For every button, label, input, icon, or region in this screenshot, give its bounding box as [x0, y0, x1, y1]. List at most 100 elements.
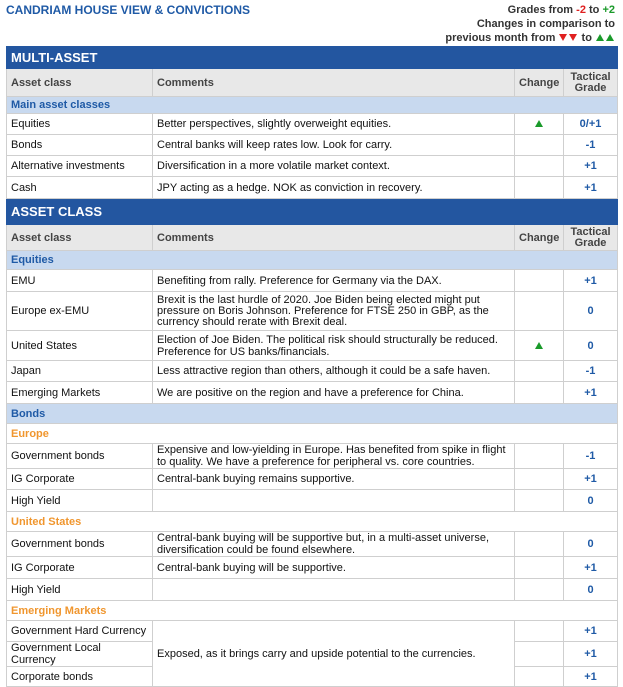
change [514, 556, 564, 579]
down-icon [559, 34, 568, 41]
grade: +1 [562, 641, 619, 667]
row: Government bonds Central-bank buying will… [6, 531, 619, 557]
row: Alternative investments Diversification i… [6, 155, 619, 177]
col: Change [514, 224, 564, 251]
col: Comments [152, 224, 515, 251]
subgroup-row: United States [5, 511, 619, 532]
group-row: Main asset classes [5, 96, 619, 114]
grade: 0 [562, 489, 619, 512]
row: United States Election of Joe Biden. The … [6, 330, 619, 361]
row: EMU Benefiting from rally. Preference for… [6, 269, 619, 292]
row: Emerging Markets We are positive on the r… [6, 381, 619, 404]
col: Asset class [6, 224, 153, 251]
subgroup-label: Emerging Markets [5, 600, 619, 621]
change [514, 468, 564, 490]
comment: Brexit is the last hurdle of 2020. Joe B… [152, 291, 515, 331]
grade: 0 [562, 531, 619, 557]
row: Government Hard Currency Exposed, as it b… [6, 620, 619, 687]
comment: Central-bank buying will be supportive b… [152, 531, 515, 557]
grade: +1 [562, 666, 619, 687]
change [514, 176, 564, 199]
grade: -1 [562, 134, 619, 156]
asset-class: Europe ex-EMU [6, 291, 153, 331]
change [514, 443, 564, 469]
comment: Benefiting from rally. Preference for Ge… [152, 269, 515, 292]
asset-class: High Yield [6, 489, 153, 512]
row: IG Corporate Central-bank buying remains … [6, 468, 619, 490]
row: Cash JPY acting as a hedge. NOK as convic… [6, 176, 619, 199]
comment: Election of Joe Biden. The political ris… [152, 330, 515, 361]
grade: +1 [562, 155, 619, 177]
change [514, 134, 564, 156]
col: Tactical Grade [562, 68, 619, 97]
up-icon [606, 34, 614, 41]
grade: -1 [562, 360, 619, 382]
group-label: Equities [5, 250, 619, 270]
col: Comments [152, 68, 515, 97]
text: to [589, 4, 600, 16]
section-title: MULTI-ASSET [5, 46, 619, 69]
change [514, 330, 564, 361]
subgroup-row: Emerging Markets [5, 600, 619, 621]
asset-class: Cash [6, 176, 153, 199]
subgroup-row: Europe [5, 423, 619, 444]
grade: -1 [562, 443, 619, 469]
asset-class: Government Hard Currency [6, 620, 153, 642]
row: Europe ex-EMU Brexit is the last hurdle o… [6, 291, 619, 331]
subgroup-label: United States [5, 511, 619, 532]
page-title: CANDRIAM HOUSE VIEW & CONVICTIONS [6, 3, 251, 17]
group-row: Bonds [5, 403, 619, 424]
subgroup-label: Europe [5, 423, 619, 444]
comment: Central-bank buying remains supportive. [152, 468, 515, 490]
comment: Exposed, as it brings carry and upside p… [152, 620, 515, 687]
grade: 0/+1 [562, 113, 619, 135]
comment: JPY acting as a hedge. NOK as conviction… [152, 176, 515, 199]
grades-line: Grades from -2 to +2 [445, 3, 615, 17]
row: High Yield 0 [6, 578, 619, 601]
asset-class: IG Corporate [6, 556, 153, 579]
asset-class: Equities [6, 113, 153, 135]
row: Equities Better perspectives, slightly ov… [6, 113, 619, 135]
grade: +1 [562, 269, 619, 292]
text: to [581, 32, 592, 44]
table: MULTI-ASSET Asset class Comments Change Tac… [5, 46, 619, 687]
row: Bonds Central banks will keep rates low. … [6, 134, 619, 156]
section-bar: ASSET CLASS [5, 198, 619, 225]
comment: We are positive on the region and have a… [152, 381, 515, 404]
low-grade: -2 [576, 4, 586, 16]
asset-class: Government bonds [6, 443, 153, 469]
change [514, 155, 564, 177]
legend: Grades from -2 to +2 Changes in comparis… [445, 3, 615, 45]
down-icon [569, 34, 578, 41]
asset-class: United States [6, 330, 153, 361]
row: Corporate bonds +1 [6, 666, 619, 687]
change [514, 620, 564, 642]
asset-class: High Yield [6, 578, 153, 601]
change [514, 578, 564, 601]
asset-class: Government bonds [6, 531, 153, 557]
asset-class: EMU [6, 269, 153, 292]
asset-class: Government Local Currency [6, 641, 153, 667]
asset-class: IG Corporate [6, 468, 153, 490]
change [514, 113, 564, 135]
col: Asset class [6, 68, 153, 97]
grade: 0 [562, 291, 619, 331]
change [514, 381, 564, 404]
row: Government Local Currency +1 [6, 641, 619, 667]
comment: Less attractive region than others, alth… [152, 360, 515, 382]
group-label: Main asset classes [5, 96, 619, 114]
grade: +1 [562, 468, 619, 490]
comment: Central banks will keep rates low. Look … [152, 134, 515, 156]
change [514, 291, 564, 331]
asset-class: Japan [6, 360, 153, 382]
column-header: Asset class Comments Change Tactical Grade [6, 68, 619, 97]
comment: Better perspectives, slightly overweight… [152, 113, 515, 135]
grade: 0 [562, 330, 619, 361]
grade: +1 [562, 381, 619, 404]
comment [152, 578, 515, 601]
comment: Diversification in a more volatile marke… [152, 155, 515, 177]
grade: 0 [562, 578, 619, 601]
col: Tactical Grade [562, 224, 619, 251]
change [514, 360, 564, 382]
